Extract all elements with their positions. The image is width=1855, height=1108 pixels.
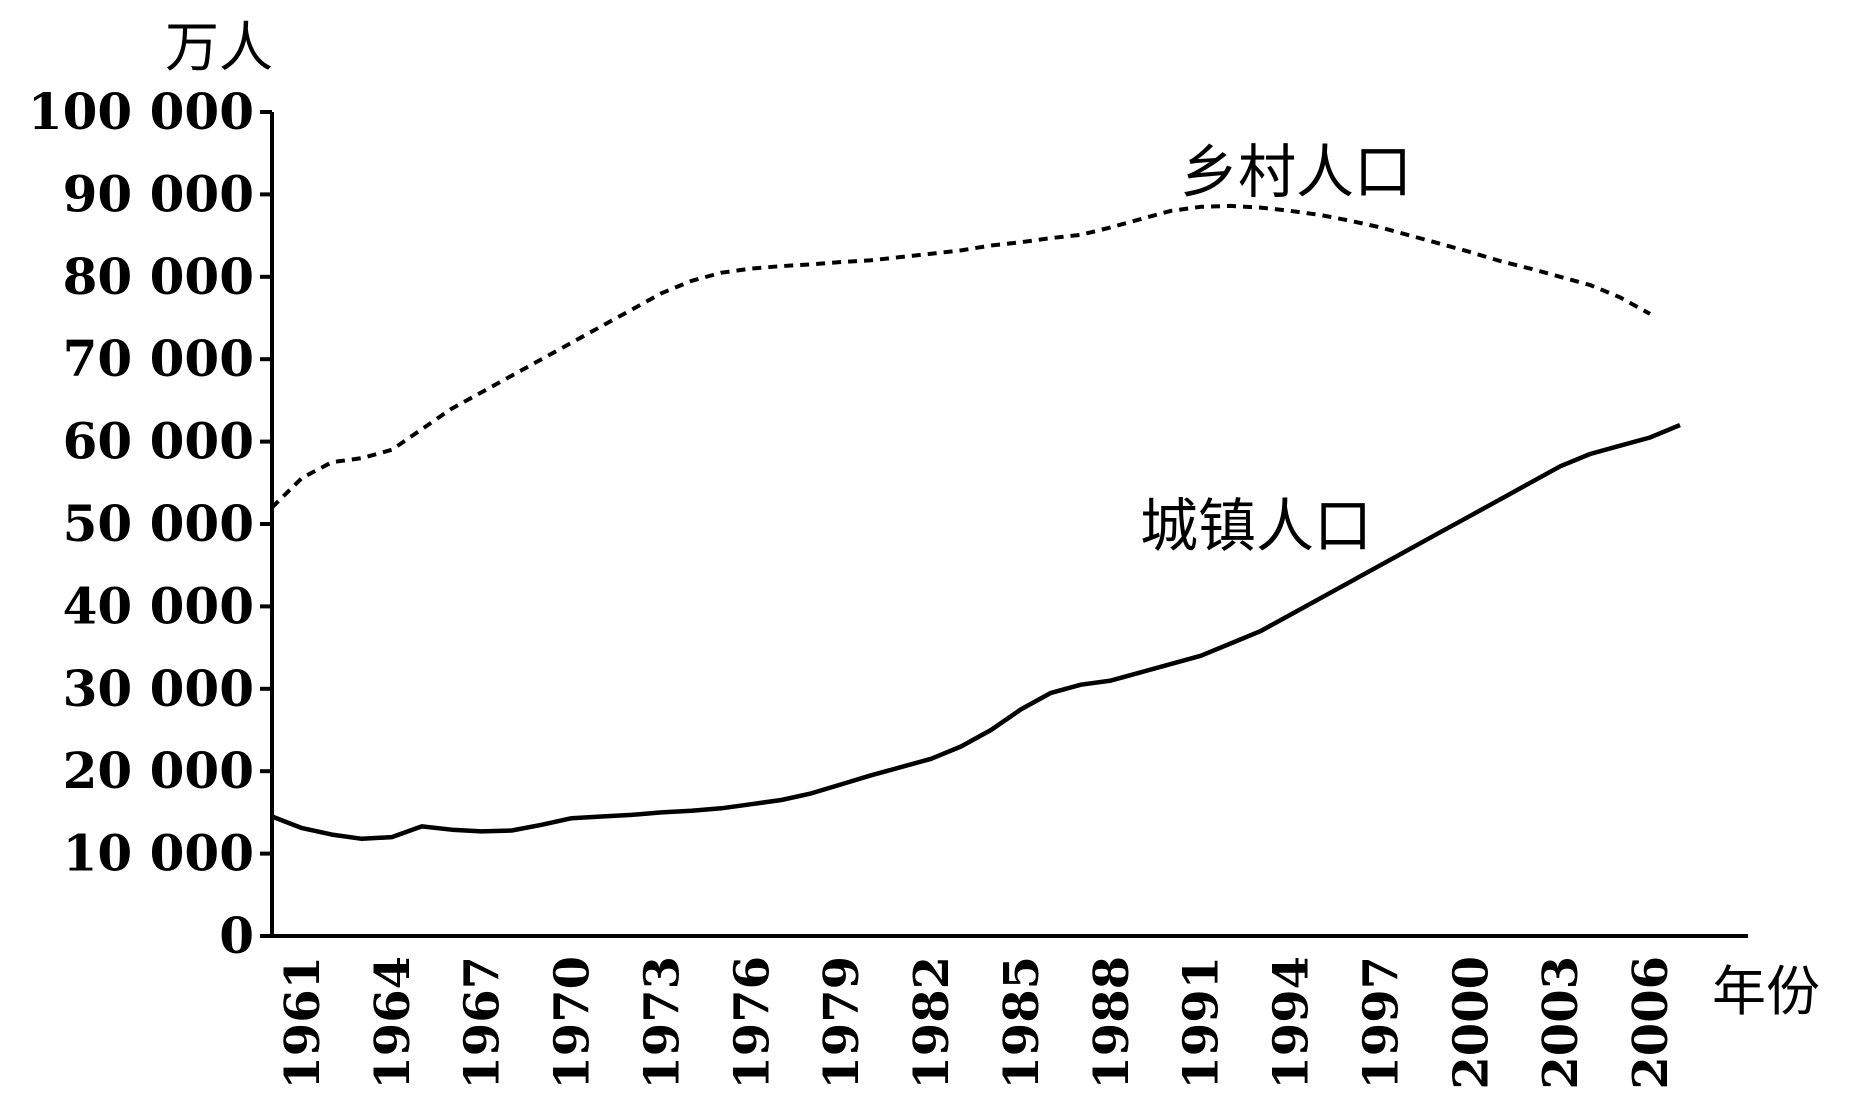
x-tick-label: 1988 bbox=[1084, 956, 1140, 1090]
y-tick-label: 30 000 bbox=[63, 659, 254, 718]
x-tick-label: 1979 bbox=[814, 956, 870, 1090]
x-tick-label: 1967 bbox=[455, 956, 511, 1090]
x-tick-label: 2000 bbox=[1443, 956, 1499, 1090]
x-tick-label: 1985 bbox=[994, 956, 1050, 1090]
y-tick-label: 0 bbox=[219, 906, 254, 965]
urban-population-line bbox=[271, 423, 1681, 842]
y-tick-label: 90 000 bbox=[63, 164, 254, 223]
y-axis-title: 万人 bbox=[165, 16, 273, 79]
x-tick-label: 1997 bbox=[1353, 956, 1409, 1090]
x-axis-ticks: 1961 1964 1967 1970 1973 1976 1979 1982 1985 1988… bbox=[275, 956, 1679, 1090]
series-layer bbox=[270, 203, 1681, 842]
x-tick-label: 1973 bbox=[634, 956, 690, 1090]
y-axis-ticks: 0 10 000 20 000 30 000 40 000 50 000 60 000 70 … bbox=[28, 82, 272, 965]
x-tick-label: 1961 bbox=[275, 956, 331, 1090]
y-tick-label: 80 000 bbox=[63, 247, 254, 306]
x-tick-label: 1991 bbox=[1174, 956, 1230, 1090]
urban-population-label: 城镇人口 bbox=[1140, 492, 1372, 560]
x-tick-label: 2003 bbox=[1533, 956, 1589, 1090]
rural-population-label: 乡村人口 bbox=[1180, 138, 1412, 206]
x-axis-title: 年份 bbox=[1712, 960, 1820, 1023]
x-tick-label: 1976 bbox=[724, 956, 780, 1090]
y-tick-label: 100 000 bbox=[28, 82, 254, 141]
y-tick-label: 60 000 bbox=[63, 412, 254, 471]
x-tick-label: 2006 bbox=[1623, 956, 1679, 1090]
y-tick-label: 50 000 bbox=[63, 494, 254, 553]
rural-population-line bbox=[270, 203, 1651, 509]
x-tick-label: 1994 bbox=[1264, 956, 1320, 1090]
y-tick-label: 40 000 bbox=[63, 576, 254, 635]
y-tick-label: 10 000 bbox=[63, 824, 254, 883]
x-tick-label: 1982 bbox=[904, 956, 960, 1090]
x-tick-label: 1970 bbox=[545, 956, 601, 1090]
y-tick-label: 20 000 bbox=[63, 741, 254, 800]
x-tick-label: 1964 bbox=[365, 956, 421, 1090]
y-tick-label: 70 000 bbox=[63, 329, 254, 388]
